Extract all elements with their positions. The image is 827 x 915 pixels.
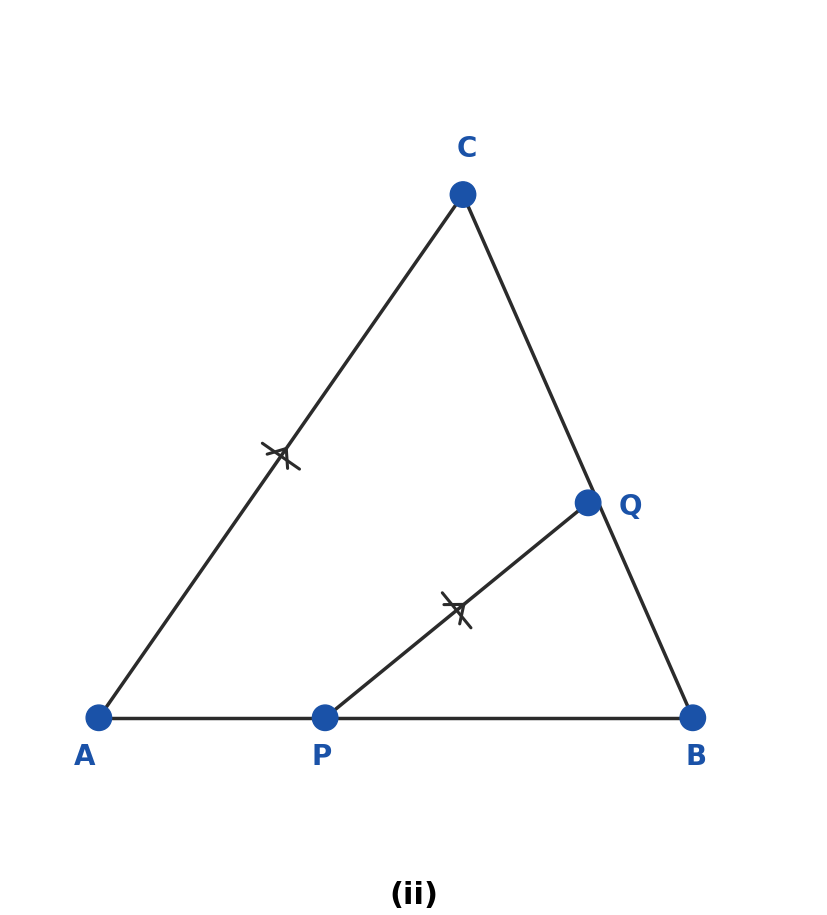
Circle shape bbox=[313, 705, 338, 730]
Circle shape bbox=[576, 490, 601, 515]
Circle shape bbox=[680, 705, 705, 730]
Text: A: A bbox=[74, 743, 95, 770]
Text: B: B bbox=[686, 743, 707, 770]
Text: C: C bbox=[457, 135, 476, 163]
Circle shape bbox=[450, 182, 476, 208]
Text: (ii): (ii) bbox=[389, 880, 438, 910]
Text: P: P bbox=[312, 743, 332, 770]
Circle shape bbox=[86, 705, 112, 730]
Text: Q: Q bbox=[619, 493, 642, 521]
